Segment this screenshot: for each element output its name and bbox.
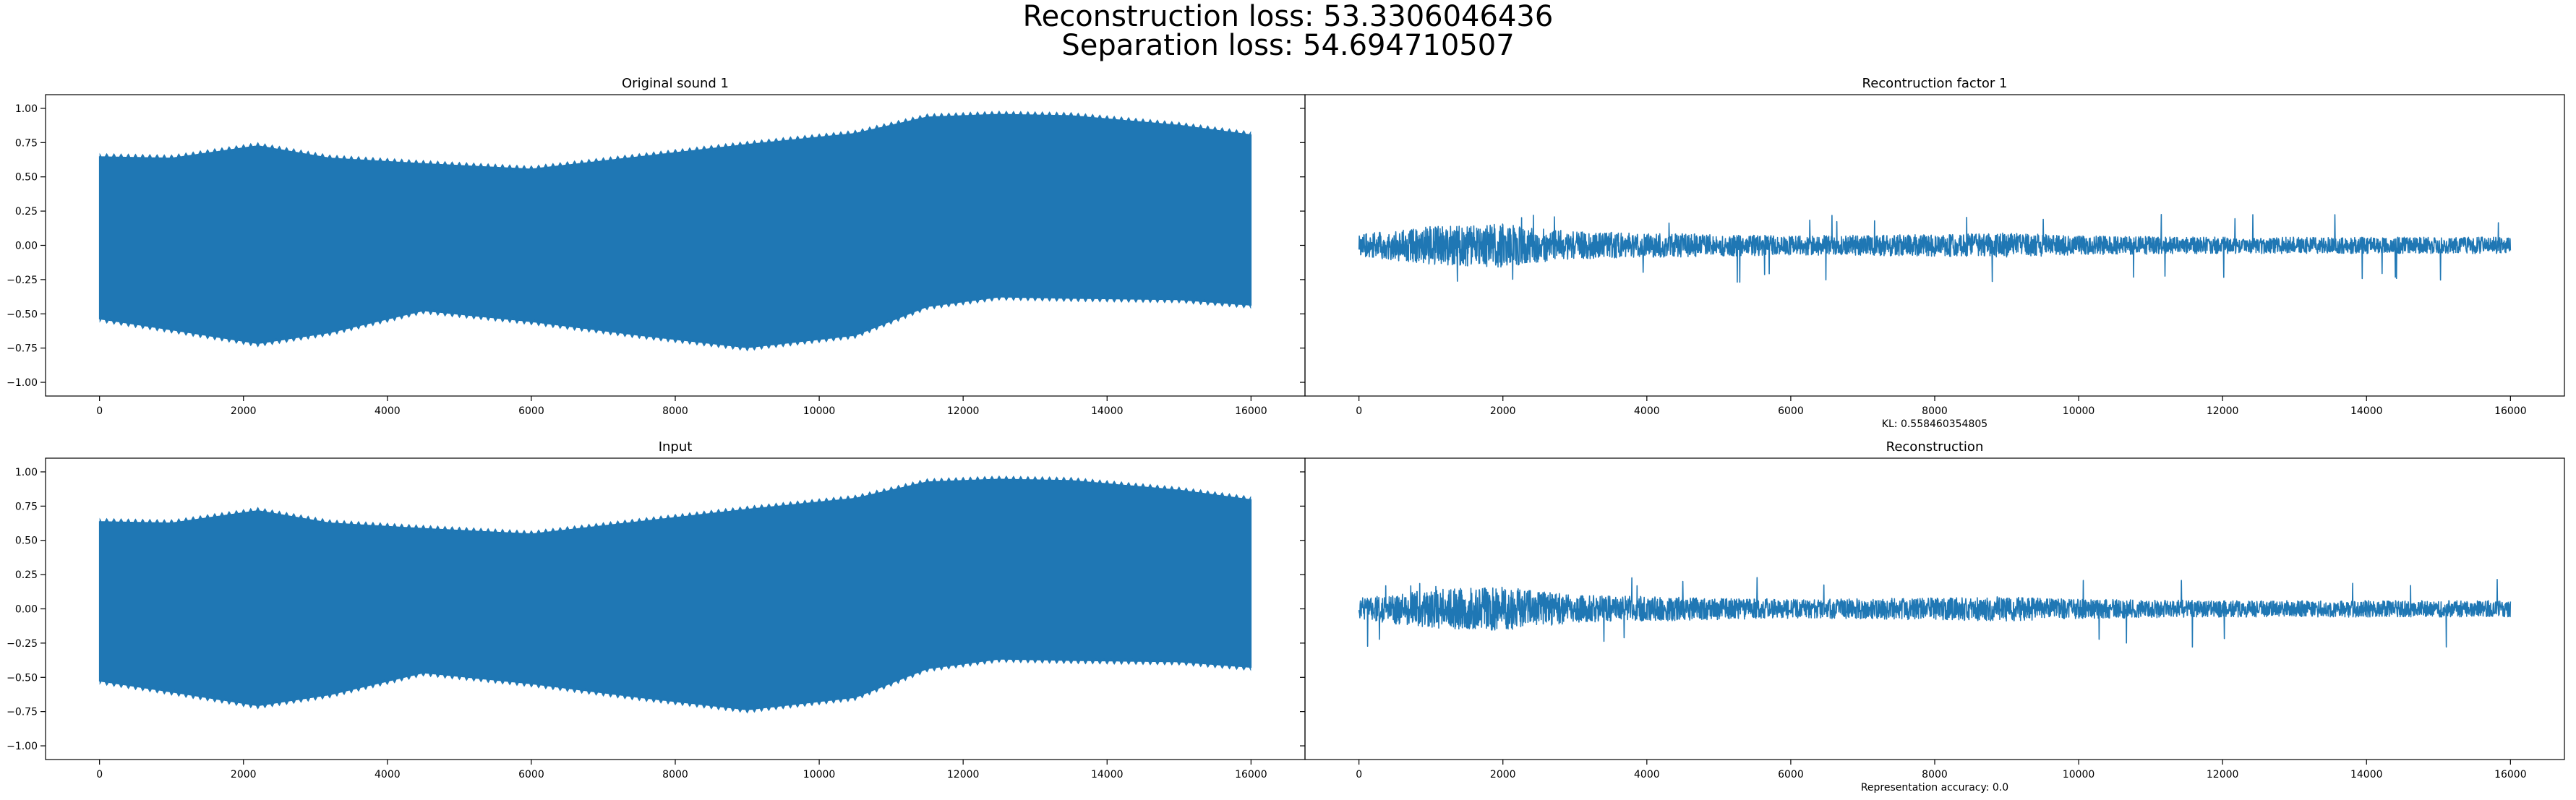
y-tick-label: 0.25 (15, 569, 38, 581)
x-tick-label: 4000 (375, 405, 401, 417)
x-tick-label: 0 (1356, 405, 1362, 417)
y-tick-label: −0.25 (7, 638, 38, 650)
y-tick-label: 1.00 (15, 467, 38, 478)
y-tick-label: −1.00 (7, 377, 38, 389)
y-tick-label: −0.50 (7, 672, 38, 684)
x-tick-label: 16000 (1235, 405, 1267, 417)
y-tick-label: 0.50 (15, 536, 38, 547)
y-tick-label: 0.75 (15, 137, 38, 149)
x-tick-label: 10000 (2063, 769, 2095, 780)
x-tick-label: 8000 (1922, 405, 1948, 417)
x-axis-label: KL: 0.558460354805 (1882, 418, 1987, 430)
x-tick-label: 0 (96, 405, 103, 417)
y-tick-label: 0.25 (15, 206, 38, 218)
x-tick-label: 6000 (518, 769, 544, 780)
x-tick-label: 0 (96, 769, 103, 780)
subplot-2: Recontruction factor 1 0 2000 4000 6000 8000 1… (1300, 76, 2565, 430)
x-tick-label: 12000 (2207, 405, 2239, 417)
x-tick-label: 6000 (1778, 769, 1804, 780)
x-tick-label: 10000 (2063, 405, 2095, 417)
x-tick-label: 14000 (2350, 769, 2383, 780)
x-tick-label: 14000 (1091, 405, 1124, 417)
y-tick-label: 0.75 (15, 501, 38, 512)
x-tick-label: 12000 (2207, 769, 2239, 780)
x-tick-label: 0 (1356, 769, 1362, 780)
x-axis-label: Representation accuracy: 0.0 (1861, 782, 2008, 793)
subplot-4: Reconstruction 0 2000 4000 6000 8000 10000 1200… (1300, 439, 2565, 793)
x-tick-label: 8000 (662, 769, 688, 780)
x-tick-label: 2000 (231, 769, 257, 780)
x-tick-label: 12000 (947, 769, 980, 780)
x-tick-label: 10000 (803, 405, 836, 417)
subplot-title: Reconstruction (1886, 439, 1984, 455)
x-tick-label: 8000 (1922, 769, 1948, 780)
subplot-1: Original sound 1 0 2000 4000 6000 8000 10000 12… (7, 76, 1306, 417)
signal-line (1358, 214, 2512, 283)
signal-fill (99, 110, 1251, 352)
x-tick-label: 16000 (1235, 769, 1267, 780)
x-tick-label: 2000 (1490, 405, 1516, 417)
y-tick-label: −1.00 (7, 741, 38, 752)
x-tick-label: 4000 (1634, 769, 1660, 780)
signal-line (1358, 577, 2512, 648)
x-tick-label: 14000 (1091, 769, 1124, 780)
y-tick-label: 0.00 (15, 241, 38, 252)
x-tick-label: 16000 (2494, 769, 2527, 780)
y-tick-label: −0.50 (7, 309, 38, 320)
x-tick-label: 10000 (803, 769, 836, 780)
x-tick-label: 8000 (662, 405, 688, 417)
x-tick-label: 2000 (231, 405, 257, 417)
figure-suptitle-line-1: Reconstruction loss: 53.3306046436 (1022, 0, 1554, 33)
y-tick-label: 0.50 (15, 172, 38, 184)
x-tick-label: 12000 (947, 405, 980, 417)
y-tick-label: 0.00 (15, 604, 38, 616)
subplot-title: Recontruction factor 1 (1862, 76, 2008, 91)
figure-suptitle-line-2: Separation loss: 54.694710507 (1061, 29, 1515, 62)
x-tick-label: 16000 (2494, 405, 2527, 417)
y-tick-label: −0.75 (7, 707, 38, 718)
x-tick-label: 14000 (2350, 405, 2383, 417)
subplot-title: Original sound 1 (622, 76, 729, 91)
subplot-3: Input 0 2000 4000 6000 8000 10000 12000 14000 160… (7, 439, 1306, 780)
x-tick-label: 2000 (1490, 769, 1516, 780)
y-tick-label: 1.00 (15, 103, 38, 115)
x-tick-label: 4000 (375, 769, 401, 780)
x-tick-label: 6000 (518, 405, 544, 417)
x-tick-label: 6000 (1778, 405, 1804, 417)
y-tick-label: −0.75 (7, 343, 38, 355)
subplot-title: Input (659, 439, 693, 455)
x-tick-label: 4000 (1634, 405, 1660, 417)
signal-fill (99, 475, 1251, 714)
y-tick-label: −0.25 (7, 275, 38, 286)
